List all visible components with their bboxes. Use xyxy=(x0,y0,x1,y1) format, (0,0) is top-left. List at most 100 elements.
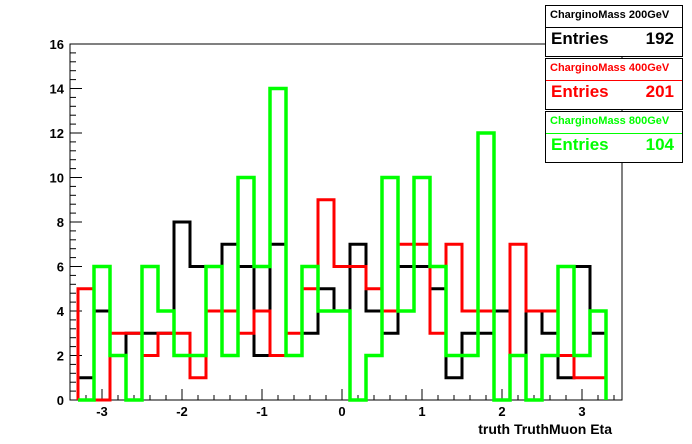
histogram-bin xyxy=(206,267,222,401)
y-tick-label: 8 xyxy=(57,215,64,230)
x-tick-label: 0 xyxy=(338,404,345,419)
stats-box-800gev: CharginoMass 800GeV Entries 104 xyxy=(545,111,683,163)
histogram-bin xyxy=(126,333,142,400)
y-tick-label: 2 xyxy=(57,349,64,364)
x-axis-label: truth TruthMuon Eta xyxy=(478,421,612,437)
histogram-bin xyxy=(190,267,206,401)
histogram-bin xyxy=(94,267,110,401)
histogram-bin xyxy=(350,267,366,401)
histogram-bin xyxy=(206,311,222,400)
histogram-bin xyxy=(318,289,334,400)
histogram-bin xyxy=(158,311,174,400)
histogram-bin xyxy=(110,356,126,401)
series-800gev xyxy=(78,86,608,402)
histogram-bin xyxy=(286,333,302,400)
histogram-bin xyxy=(142,333,158,400)
histogram-bin xyxy=(542,356,558,401)
histogram-bin xyxy=(414,267,430,401)
stats-title: CharginoMass 400GeV xyxy=(550,62,670,74)
histogram-bin xyxy=(574,267,590,401)
histogram-outline xyxy=(78,86,608,402)
histogram-bin xyxy=(526,311,542,400)
histogram-bin xyxy=(542,333,558,400)
y-tick-label: 0 xyxy=(57,393,64,408)
histogram-bin xyxy=(510,356,526,401)
histogram-bin xyxy=(110,333,126,400)
histogram-bin xyxy=(94,311,110,400)
histogram-bin xyxy=(254,267,270,401)
histogram-bin xyxy=(462,356,478,401)
histogram-bin xyxy=(78,289,94,400)
histogram-bin xyxy=(334,311,350,400)
stats-box-200gev: CharginoMass 200GeV Entries 192 xyxy=(545,5,683,57)
histogram-bin xyxy=(334,311,350,400)
histogram-bin xyxy=(430,333,446,400)
histogram-bin xyxy=(382,333,398,400)
stats-divider xyxy=(546,27,682,28)
histogram-bin xyxy=(526,311,542,400)
y-tick-label: 16 xyxy=(50,37,64,52)
series-layer xyxy=(76,86,608,402)
histogram-bin xyxy=(126,333,142,400)
stats-divider xyxy=(546,133,682,134)
x-tick-label: -1 xyxy=(256,404,268,419)
y-tick-label: 12 xyxy=(50,126,64,141)
entries-label: Entries xyxy=(551,29,609,48)
histogram-bin xyxy=(590,333,606,400)
entries-label: Entries xyxy=(551,82,609,101)
histogram-bin xyxy=(238,178,254,401)
histogram-bin xyxy=(174,222,190,400)
histogram-bin xyxy=(222,356,238,401)
stats-title: CharginoMass 800GeV xyxy=(550,115,670,127)
histogram-bin xyxy=(270,356,286,401)
histogram-bin xyxy=(158,333,174,400)
stats-divider xyxy=(546,80,682,81)
series-400gev xyxy=(76,198,608,402)
entries-value: 201 xyxy=(645,82,674,101)
histogram-bin xyxy=(302,289,318,400)
histogram-outline xyxy=(76,198,608,402)
histogram-bin xyxy=(510,356,526,401)
histogram-bin xyxy=(478,311,494,400)
histogram-bin xyxy=(270,244,286,400)
stats-title: CharginoMass 200GeV xyxy=(550,9,670,21)
x-tick-label: 2 xyxy=(498,404,505,419)
x-tick-label: 3 xyxy=(578,404,585,419)
histogram-bin xyxy=(494,311,510,400)
histogram-bin xyxy=(206,311,222,400)
histogram-bin xyxy=(318,311,334,400)
histogram-bin xyxy=(478,333,494,400)
y-tick-label: 10 xyxy=(50,171,64,186)
histogram-bin xyxy=(110,356,126,401)
entries-value: 192 xyxy=(645,29,674,48)
histogram-bin xyxy=(318,200,334,400)
stats-box-400gev: CharginoMass 400GeV Entries 201 xyxy=(545,58,683,110)
y-tick-label: 14 xyxy=(50,82,65,97)
histogram-bin xyxy=(510,244,526,400)
histogram-bin xyxy=(334,267,350,401)
histogram-bin xyxy=(590,311,606,400)
histogram-bin xyxy=(558,267,574,401)
histogram-bin xyxy=(222,244,238,400)
histogram-bin xyxy=(366,356,382,401)
histogram-bin xyxy=(382,178,398,401)
entries-label: Entries xyxy=(551,135,609,154)
histogram-bin xyxy=(238,333,254,400)
entries-value: 104 xyxy=(645,135,674,154)
plot-frame xyxy=(69,43,623,401)
histogram-bin xyxy=(462,333,478,400)
histogram-bin xyxy=(302,333,318,400)
histogram-bin xyxy=(142,356,158,401)
histogram-bin xyxy=(286,356,302,401)
x-tick-label: 1 xyxy=(418,404,425,419)
x-tick-label: -3 xyxy=(96,404,108,419)
histogram-bin xyxy=(366,289,382,400)
histogram-bin xyxy=(478,133,494,400)
histogram-bin xyxy=(398,311,414,400)
y-tick-label: 4 xyxy=(57,304,65,319)
x-tick-label: -2 xyxy=(176,404,188,419)
y-tick-label: 6 xyxy=(57,260,64,275)
histogram-bin xyxy=(382,311,398,400)
